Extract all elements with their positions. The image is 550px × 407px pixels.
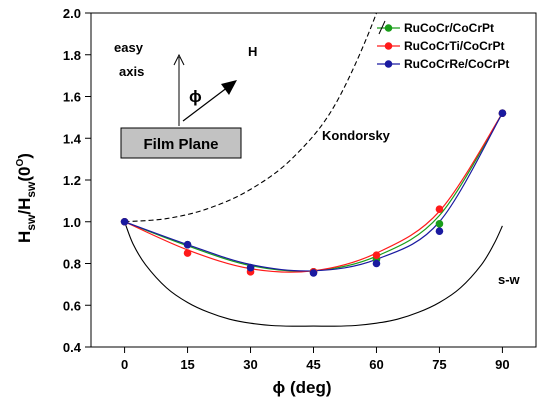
angle-symbol: ϕ [189, 87, 202, 106]
y-tick-label: 1.8 [63, 48, 81, 63]
field-arrow-line [182, 86, 229, 122]
data-point-series-3 [372, 259, 381, 268]
sw-curve [124, 221, 503, 327]
legend-label: RuCoCr/CoCrPt [404, 21, 494, 35]
y-tick-label: 2.0 [63, 6, 81, 21]
y-tick-label: 0.4 [63, 340, 82, 355]
data-point-series-2 [435, 205, 444, 214]
y-tick-label: 1.0 [63, 215, 81, 230]
data-point-series-3 [183, 240, 192, 249]
x-tick-label: 75 [432, 357, 446, 372]
legend-slash-mark [378, 20, 386, 35]
plot-area: 0 15 30 45 60 75 90 0.4 0.6 0.8 1.0 1.2 1.4 1.6 1.8 2.0 [63, 6, 537, 372]
y-tick-label: 0.6 [63, 298, 81, 313]
legend-label: RuCoCrTi/CoCrPt [404, 39, 504, 53]
data-point-series-3 [498, 109, 507, 117]
axes: 0 15 30 45 60 75 90 0.4 0.6 0.8 1.0 1.2 1.4 1.6 1.8 2.0 [63, 6, 510, 372]
data-point-series-3 [246, 263, 255, 272]
geometry-inset: easy axis H ϕ Film Plane [114, 40, 257, 159]
data-point-series-1 [435, 220, 444, 228]
data-point-series-3 [435, 227, 444, 235]
y-tick-label: 0.8 [63, 257, 81, 272]
film-plane-box [120, 127, 242, 159]
y-tick-label: 1.2 [63, 173, 81, 188]
svg-text:Hsw/Hsw(0O): Hsw/Hsw(0O) [15, 153, 38, 243]
x-tick-label: 30 [243, 357, 257, 372]
sw-label: s-w [498, 272, 521, 287]
legend-marker [384, 42, 393, 50]
film-plane-label: Film Plane [143, 136, 218, 153]
data-point-series-3 [309, 269, 318, 277]
field-label: H [248, 44, 257, 59]
data-point-series-2 [183, 249, 192, 257]
x-tick-label: 45 [306, 357, 320, 372]
legend-marker [384, 24, 393, 32]
data-points [120, 109, 507, 277]
kondorsky-curve [124, 13, 378, 223]
field-arrowhead-icon [221, 80, 237, 95]
data-point-series-3 [120, 217, 129, 226]
y-tick-label: 1.6 [63, 90, 81, 105]
x-axis-title: ϕ (deg) [272, 378, 331, 397]
x-tick-label: 15 [180, 357, 194, 372]
easy-axis-label-line2: axis [119, 64, 144, 79]
x-tick-label: 60 [369, 357, 383, 372]
kondorsky-label: Kondorsky [322, 128, 391, 143]
x-tick-label: 90 [495, 357, 509, 372]
y-tick-label: 1.4 [63, 131, 82, 146]
legend-marker [384, 60, 393, 68]
legend-label: RuCoCrRe/CoCrPt [404, 57, 509, 71]
easy-axis-arrowhead-icon [173, 53, 185, 66]
y-axis-title: Hsw/Hsw(0O) [15, 153, 38, 243]
easy-axis-label-line1: easy [114, 40, 144, 55]
x-tick-label: 0 [121, 357, 128, 372]
reference-curves [124, 13, 503, 327]
legend: RuCoCr/CoCrPt RuCoCrTi/CoCrPt RuCoCrRe/CoC… [377, 20, 509, 71]
data-point-series-2 [372, 251, 381, 259]
